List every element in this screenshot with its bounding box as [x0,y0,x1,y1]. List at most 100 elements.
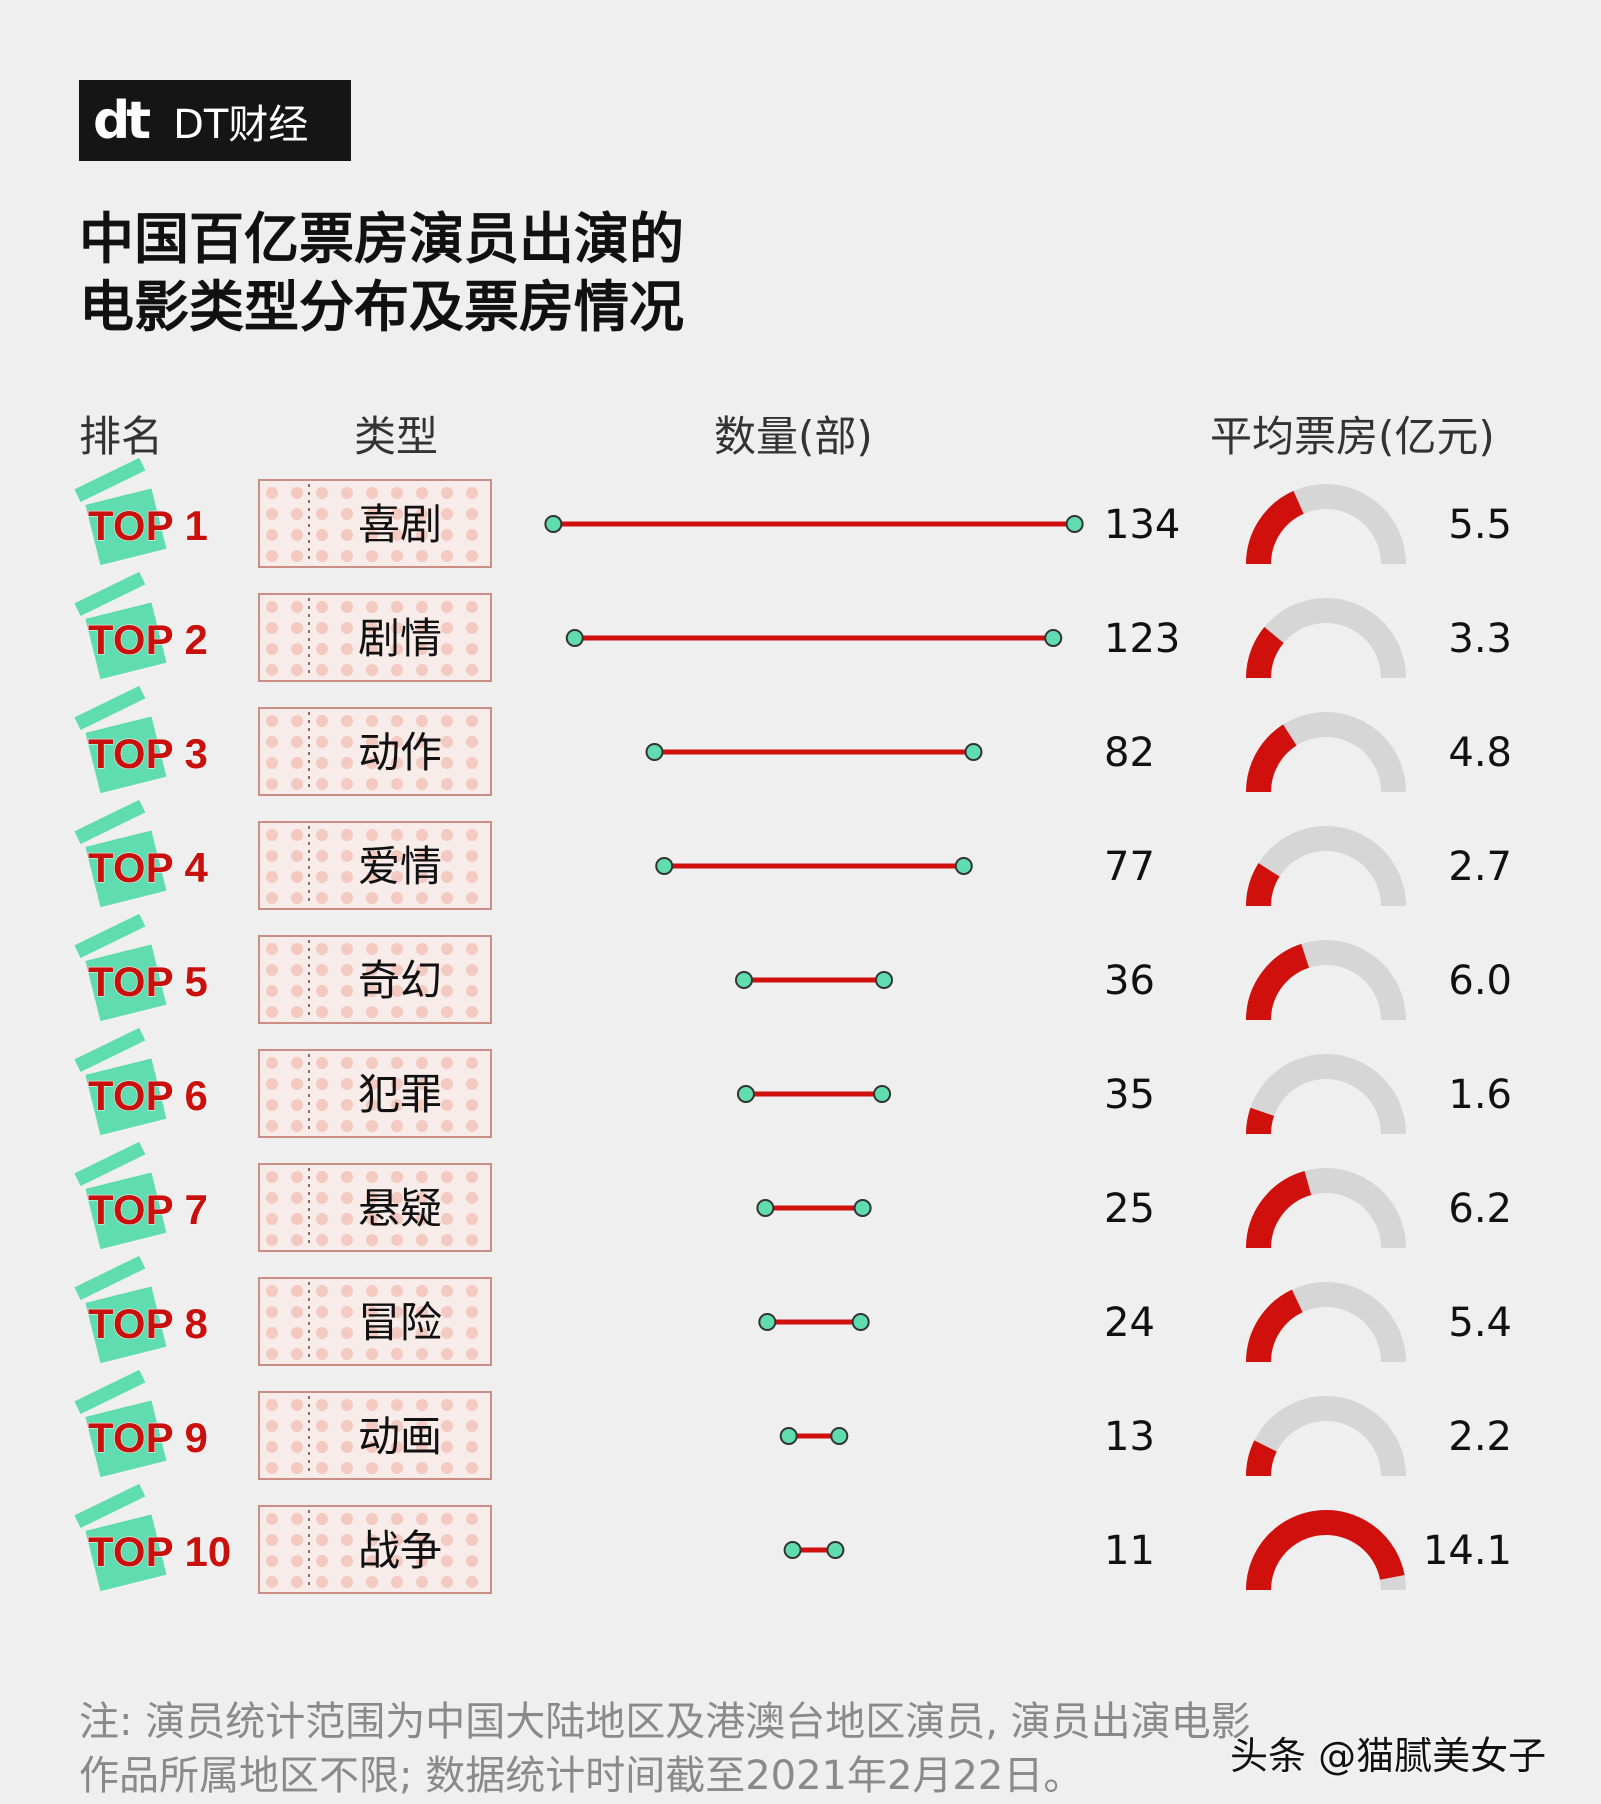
ticket-dot [341,1234,353,1246]
ticket-dot [391,1399,403,1411]
ticket-dot [291,736,303,748]
ticket-dot [416,1348,428,1360]
ticket-dot [366,1192,378,1204]
count-dot-start [736,1085,755,1103]
ticket-dot [391,1513,403,1525]
ticket-dot [391,943,403,955]
ticket-dot [266,1513,278,1525]
count-dot-end [873,1085,892,1103]
clapperboard-icon [74,913,167,1022]
ticket-dot [416,892,428,904]
ticket-dot [316,1327,328,1339]
ticket-dot [316,1213,328,1225]
ticket-dot [316,1120,328,1132]
ticket-dot [391,850,403,862]
count-dot-start [758,1313,777,1331]
table-row: TOP 6 犯罪 35 1.6 [74,1027,1512,1138]
ticket-dot [466,1441,478,1453]
clapper-body [85,1058,167,1136]
ticket-dot [291,664,303,676]
ticket-dot [441,1441,453,1453]
ticket-dot [341,1306,353,1318]
ticket-dot [266,1120,278,1132]
ticket-dot [466,715,478,727]
clapperboard-icon [74,1255,167,1364]
type-label: 剧情 [358,614,442,663]
ticket-dot [316,508,328,520]
footnote-line-1: 注: 演员统计范围为中国大陆地区及港澳台地区演员, 演员出演电影 [79,1699,1251,1745]
ticket-dot [391,1099,403,1111]
ticket-dot [266,550,278,562]
ticket-dot [391,1171,403,1183]
gauge [1246,484,1406,565]
ticket-dot [291,1171,303,1183]
ticket-dot [291,1057,303,1069]
brand-name: DT财经 [173,101,309,148]
ticket-dot [266,1306,278,1318]
ticket-dot [266,829,278,841]
ticket-dot [391,757,403,769]
ticket-dot [266,622,278,634]
ticket-dot [316,664,328,676]
ticket-dot [416,985,428,997]
ticket-dot [316,1420,328,1432]
ticket-dot [391,508,403,520]
avg-box-office-value: 3.3 [1448,616,1512,662]
ticket-dot [366,1462,378,1474]
ticket-dot [391,1213,403,1225]
gauge-fill [1246,490,1305,565]
ticket-dot [316,1306,328,1318]
ticket-dot [416,529,428,541]
clapper-body [85,1172,167,1250]
gauge [1246,826,1406,907]
ticket-dot [416,1534,428,1546]
ticket-dot [441,850,453,862]
ticket-dot [366,1057,378,1069]
gauge-fill [1245,1107,1275,1135]
ticket-dot [341,1327,353,1339]
ticket-dot [391,736,403,748]
type-label: 喜剧 [358,500,442,549]
ticket-dot [291,757,303,769]
ticket-dot [366,622,378,634]
ticket-dot [316,1171,328,1183]
ticket-dot [466,1513,478,1525]
count-dot-start [734,971,753,989]
ticket-dot [416,487,428,499]
title-line-2: 电影类型分布及票房情况 [79,275,685,339]
ticket-dot [366,487,378,499]
clapper-top [74,1255,146,1300]
ticket-dot [366,943,378,955]
avg-box-office-value: 14.1 [1423,1528,1512,1574]
ticket-dot [291,715,303,727]
ticket-dot [391,1078,403,1090]
ticket-dot [266,1399,278,1411]
ticket-dot [291,1078,303,1090]
ticket-dot [291,850,303,862]
ticket-dot [316,757,328,769]
gauge [1246,1282,1406,1363]
ticket-dot [341,736,353,748]
ticket-dot [266,1555,278,1567]
ticket-dot [441,622,453,634]
ticket-dot [416,1555,428,1567]
ticket-dot [341,529,353,541]
type-label: 爱情 [358,842,442,891]
ticket-dot [316,1441,328,1453]
ticket-tag: 悬疑 [258,1163,492,1252]
ticket-dot [366,1213,378,1225]
ticket-dot [341,1006,353,1018]
ticket-dot [366,1120,378,1132]
ticket-dot [466,1327,478,1339]
ticket-dot [316,601,328,613]
ticket-dot [341,1348,353,1360]
ticket-dot [391,1006,403,1018]
ticket-dot [366,643,378,655]
ticket-dot [366,757,378,769]
ticket-dot [366,1099,378,1111]
ticket-dot [341,1078,353,1090]
ticket-dot [341,1057,353,1069]
ticket-dot [266,1057,278,1069]
gauge-track [1246,1396,1406,1477]
ticket-dot [416,1099,428,1111]
